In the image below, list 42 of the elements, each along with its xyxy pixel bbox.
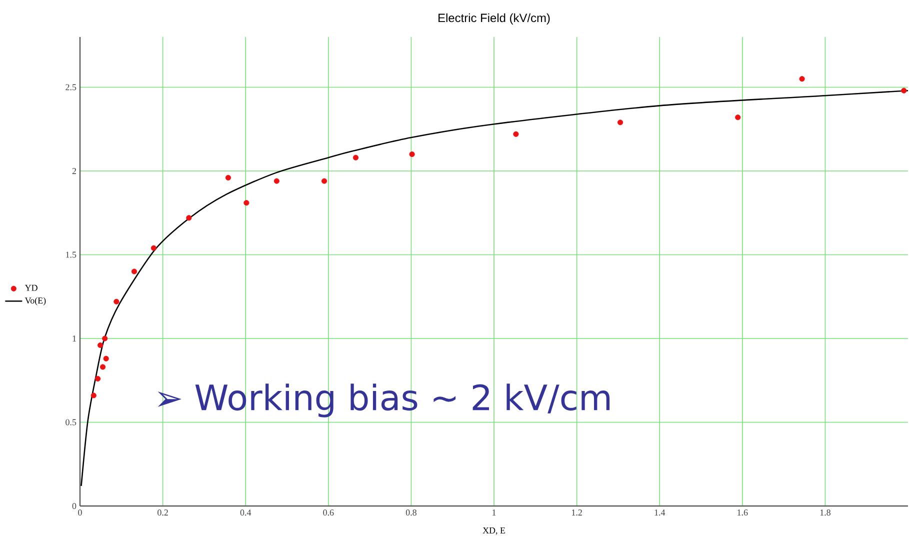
x-tick-label: 0.2 [158,510,168,516]
point [513,131,519,137]
x-axis-title: XD, E [482,528,505,535]
point [244,200,250,206]
y-tick-label: 2.5 [66,84,76,90]
point [102,336,108,342]
point [735,114,741,120]
x-tick-label: 0.6 [323,510,334,516]
x-tick-label: 1.8 [820,510,830,516]
point [97,342,104,348]
point [617,120,624,126]
y-tick-label: 0 [72,502,76,510]
x-tick-label: 1.2 [572,510,582,516]
point [901,88,907,94]
y-tick-label: 2 [72,168,76,174]
point [321,178,328,184]
y-tick-label: 1 [72,336,76,342]
point [799,76,805,82]
point [90,392,96,398]
point [131,268,138,274]
x-tick-label: 0 [78,510,82,516]
y-tick-label: 1.5 [66,252,76,258]
legend-label: YD [24,284,38,291]
chart-title: Electric Field (kV/cm) [438,13,550,24]
point [186,215,192,221]
point [114,298,120,304]
point [225,174,232,180]
point [100,364,106,370]
point [95,376,101,382]
point [409,151,415,158]
point [352,154,359,160]
y-tick-label: 0.5 [66,419,76,426]
legend-label: Vo(E) [24,297,46,306]
point [150,245,156,251]
x-tick-label: 1.6 [738,510,748,516]
point [103,356,109,362]
point [274,178,280,184]
x-tick-label: 1 [492,510,496,516]
x-tick-label: 0.8 [406,510,416,516]
x-tick-label: 1.4 [654,510,666,516]
line-series [80,90,909,487]
x-tick-label: 0.4 [240,510,252,516]
